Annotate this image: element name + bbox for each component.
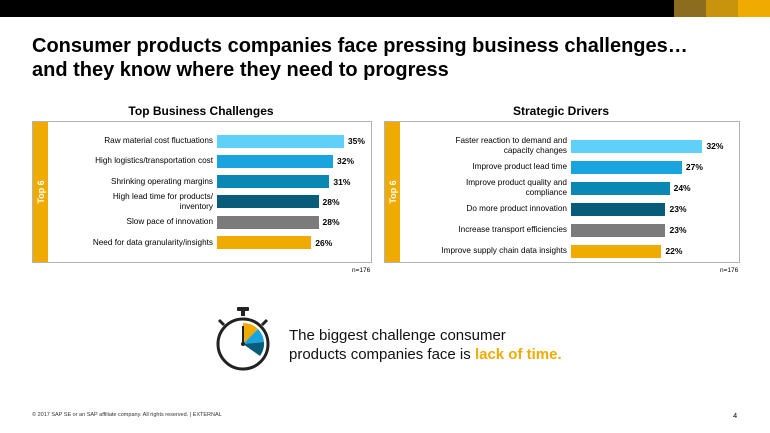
bar-category-label-line: Improve product lead time — [472, 162, 567, 171]
brand-segment-1 — [674, 0, 706, 17]
stopwatch-center — [241, 342, 245, 346]
sample-size-label: n=176 — [720, 267, 739, 274]
bar-category-label-line: capacity changes — [503, 146, 567, 155]
bar — [571, 244, 662, 258]
bar — [217, 175, 330, 189]
header-bar — [0, 0, 770, 17]
bar-value-label: 32% — [706, 141, 724, 151]
brand-segment-3 — [738, 0, 770, 17]
bar-value-label: 24% — [673, 183, 691, 193]
chart-title-challenges: Top Business Challenges — [128, 104, 274, 118]
bar-category-label-line: inventory — [179, 201, 213, 211]
callout-line-2-text: products companies face is — [289, 346, 475, 363]
bar-value-label: 32% — [337, 156, 355, 167]
side-tab: Top 6 — [385, 122, 400, 262]
stopwatch-icon — [216, 307, 270, 371]
bar — [217, 134, 344, 148]
bar-category-label: Improve supply chain data insights — [367, 246, 567, 256]
bar-value-label: 28% — [322, 217, 340, 228]
bar-category-label: High logistics/transportation cost — [13, 156, 213, 166]
callout-line-2: products companies face is lack of time. — [289, 345, 562, 364]
callout-text: The biggest challenge consumer products … — [289, 326, 562, 364]
bar-value-label: 27% — [685, 162, 703, 172]
bar-category-label-line: Improve supply chain data insights — [441, 246, 567, 255]
bar — [571, 181, 670, 195]
bar-category-label: High lead time for products/inventory — [13, 192, 213, 212]
bar-value-label: 28% — [322, 196, 340, 207]
footer-copyright: © 2017 SAP SE or an SAP affiliate compan… — [32, 412, 222, 418]
page-title-line-2: and they know where they need to progres… — [32, 59, 449, 81]
page-number: 4 — [733, 411, 738, 420]
stopwatch-crown — [237, 307, 249, 311]
chart-panel-challenges: Top 6 Raw material cost fluctuations 35% H… — [32, 121, 372, 263]
bar-category-label: Need for data granularity/insights — [13, 238, 213, 248]
stopwatch-stem — [241, 311, 245, 316]
bar-value-label: 23% — [669, 225, 687, 235]
brand-segment-2 — [706, 0, 738, 17]
bar-category-label-line: Do more product innovation — [466, 204, 567, 213]
bar-category-label-line: Improve product quality and — [465, 178, 567, 187]
chart-panel-drivers: Top 6 Faster reaction to demand and capac… — [384, 121, 740, 263]
chart-title-drivers: Strategic Drivers — [512, 104, 610, 118]
bar-category-label-line: Faster reaction to demand and — [455, 136, 567, 145]
bar — [217, 195, 319, 209]
bar-category-label-line: Slow pace of innovation — [126, 217, 213, 227]
bar — [571, 139, 703, 153]
bar-category-label: Faster reaction to demand and capacity ch… — [367, 136, 567, 156]
bar — [571, 160, 682, 174]
bar-category-label: Shrinking operating margins — [13, 177, 213, 187]
bar-category-label: Do more product innovation — [367, 204, 567, 214]
page-title-line-1: Consumer products companies face pressin… — [32, 35, 688, 57]
bar-value-label: 26% — [315, 237, 333, 248]
stopwatch-button — [217, 318, 226, 327]
stopwatch-sector — [243, 329, 264, 344]
bar-category-label-line: Need for data granularity/insights — [92, 237, 213, 247]
bar-category-label-line: Increase transport efficiencies — [458, 225, 567, 234]
bar — [571, 223, 666, 237]
bar-category-label: Improve product quality and compliance — [367, 178, 567, 198]
bar — [571, 202, 666, 216]
bar-category-label-line: High logistics/transportation cost — [95, 156, 213, 166]
bar-category-label-line: compliance — [525, 188, 567, 197]
bar-category-label-line: Raw material cost fluctuations — [104, 136, 213, 145]
bar-category-label: Slow pace of innovation — [13, 217, 213, 227]
bar-value-label: 23% — [669, 204, 687, 214]
stopwatch-sector — [243, 322, 258, 344]
bar-value-label: 22% — [665, 246, 683, 256]
bar — [217, 215, 319, 229]
bar-category-label: Increase transport efficiencies — [367, 225, 567, 235]
bar-value-label: 31% — [333, 176, 351, 187]
stopwatch-sector — [243, 342, 265, 356]
bar-category-label: Improve product lead time — [367, 162, 567, 172]
bar-category-label-line: High lead time for products/ — [112, 191, 213, 201]
bar-value-label: 35% — [347, 136, 365, 146]
side-tab: Top 6 — [33, 122, 48, 262]
callout-line-1: The biggest challenge consumer — [289, 327, 506, 344]
bar-category-label: Raw material cost fluctuations — [13, 136, 213, 146]
callout-highlight: lack of time. — [474, 346, 562, 363]
page-title: Consumer products companies face pressin… — [32, 34, 688, 82]
bar — [217, 236, 312, 249]
sample-size-label: n=176 — [352, 267, 371, 274]
bar — [217, 154, 333, 168]
bar-category-label-line: Shrinking operating margins — [111, 176, 213, 186]
stopwatch-button — [260, 318, 269, 327]
